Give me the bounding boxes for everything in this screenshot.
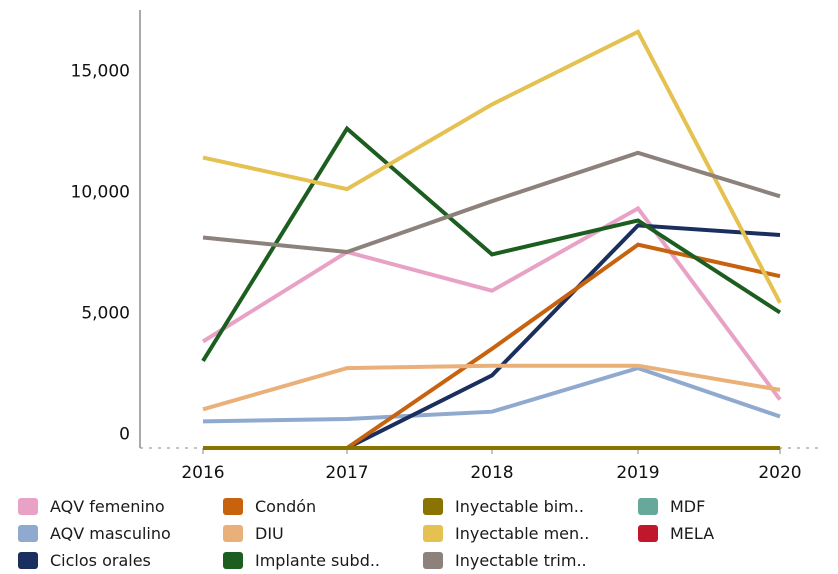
y-tick-label: 5,000: [81, 303, 130, 323]
legend-label: MDF: [670, 496, 706, 516]
legend-swatch: [638, 524, 658, 542]
legend-swatch: [423, 524, 443, 542]
legend-item[interactable]: Inyectable men..: [423, 521, 589, 545]
y-tick-label: 0: [119, 424, 130, 444]
series-line-aqv-masculino[interactable]: [202, 366, 781, 424]
legend-swatch: [423, 497, 443, 515]
legend-item[interactable]: AQV masculino: [18, 521, 171, 545]
series-line-inyectable-men[interactable]: [202, 29, 782, 304]
series-line-inyectable-trim[interactable]: [202, 150, 781, 255]
legend-swatch: [638, 497, 658, 515]
legend-item[interactable]: Implante subd..: [223, 548, 380, 572]
legend-label: MELA: [670, 523, 715, 543]
legend-swatch: [223, 551, 243, 569]
legend-swatch: [223, 524, 243, 542]
x-tick-label: 2020: [758, 463, 801, 483]
x-tick-label: 2018: [470, 463, 513, 483]
legend-label: Ciclos orales: [50, 550, 151, 570]
legend-label: Implante subd..: [255, 550, 381, 570]
x-tick-label: 2019: [616, 463, 659, 483]
legend-item[interactable]: AQV femenino: [18, 494, 165, 518]
legend-label: AQV femenino: [50, 496, 165, 516]
legend-item[interactable]: DIU: [223, 521, 284, 545]
y-tick-labels: 0 5,000 10,000 15,000: [71, 61, 130, 444]
legend-item[interactable]: MELA: [638, 521, 714, 545]
chart-legend: AQV femenino AQV masculino Ciclos orales Co…: [18, 494, 828, 574]
legend-item[interactable]: Ciclos orales: [18, 548, 151, 572]
series-line-cond-n[interactable]: [203, 242, 781, 450]
legend-label: Inyectable men..: [455, 523, 590, 543]
y-tick-label: 15,000: [71, 61, 130, 81]
legend-swatch: [18, 524, 38, 542]
legend-item[interactable]: MDF: [638, 494, 705, 518]
legend-item[interactable]: Inyectable bim..: [423, 494, 584, 518]
x-tick-label: 2016: [181, 463, 224, 483]
line-chart: 0 5,000 10,000 15,000 2016 2017 2018 2019 2020: [71, 10, 820, 483]
series-line-aqv-femenino[interactable]: [201, 205, 782, 401]
legend-swatch: [423, 551, 443, 569]
series-lines: [201, 29, 782, 450]
legend-item[interactable]: Inyectable trim..: [423, 548, 587, 572]
series-line-diu[interactable]: [202, 363, 781, 412]
legend-label: Condón: [255, 496, 317, 516]
series-line-implante-subd[interactable]: [201, 125, 782, 362]
legend-label: Inyectable trim..: [455, 550, 587, 570]
legend-swatch: [18, 551, 38, 569]
legend-swatch: [18, 497, 38, 515]
legend-label: Inyectable bim..: [455, 496, 584, 516]
legend-item[interactable]: Condón: [223, 494, 316, 518]
legend-label: AQV masculino: [50, 523, 171, 543]
x-tick-label: 2017: [325, 463, 368, 483]
legend-label: DIU: [255, 523, 284, 543]
y-tick-label: 10,000: [71, 182, 130, 202]
x-tick-labels: 2016 2017 2018 2019 2020: [181, 448, 802, 483]
legend-swatch: [223, 497, 243, 515]
